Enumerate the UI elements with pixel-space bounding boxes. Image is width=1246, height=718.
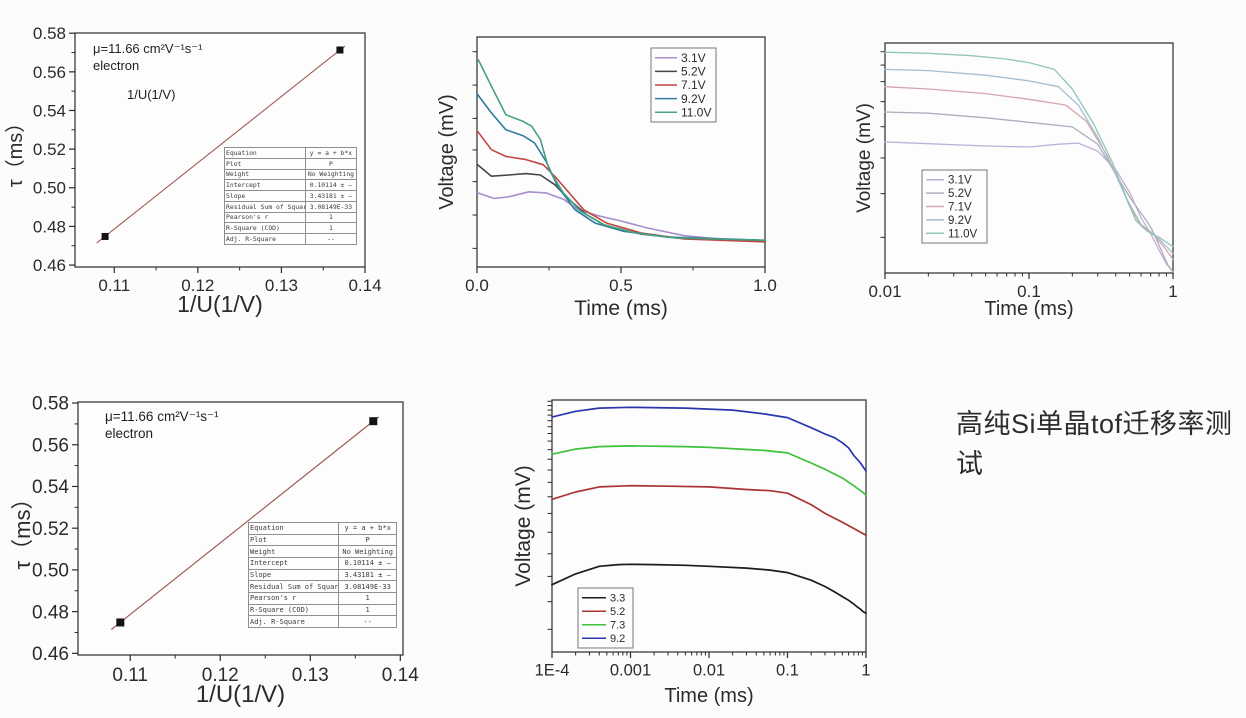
svg-text:0.58: 0.58	[33, 24, 66, 43]
svg-text:0.1: 0.1	[776, 662, 799, 680]
chart-voltage-vs-time-log4: 1E-4 0.001 0.01 0.1 1 Time (ms) Voltage (mV) 3.…	[470, 380, 900, 718]
svg-text:3.1V: 3.1V	[948, 175, 972, 187]
svg-text:0.14: 0.14	[348, 276, 381, 295]
svg-text:1/U(1/V): 1/U(1/V)	[196, 681, 285, 708]
plot-annotation: μ=11.66 cm²V⁻¹s⁻¹	[93, 41, 203, 56]
svg-text:0.56: 0.56	[33, 63, 66, 82]
svg-text:11.0V: 11.0V	[948, 228, 978, 240]
svg-text:0.11: 0.11	[112, 665, 148, 686]
svg-text:1: 1	[1168, 282, 1177, 301]
svg-text:0.01: 0.01	[868, 282, 901, 301]
svg-text:0.48: 0.48	[32, 602, 69, 623]
svg-text:0.52: 0.52	[32, 519, 69, 540]
data-point-marker	[101, 232, 109, 240]
plot-annotation: electron	[93, 58, 139, 73]
chart-mobility-fit-top-left: 0.11 0.12 0.13 0.14 1/U(1/V) 0.46 0.48 0.50 0.52…	[0, 0, 430, 330]
series-5.2	[551, 484, 867, 537]
svg-text:τ（ms）: τ（ms）	[10, 487, 35, 569]
figure-caption: 高纯Si单晶tof迁移率测试	[956, 409, 1233, 479]
svg-text:Time (ms): Time (ms)	[984, 298, 1073, 320]
svg-text:5.2V: 5.2V	[948, 188, 972, 200]
chart-canvas-voltage-vs-time-log: 0.01 0.1 1 Time (ms) Voltage (mV) 3.1V5.2V 7.1…	[855, 42, 1178, 320]
svg-text:0.58: 0.58	[32, 394, 69, 415]
svg-text:7.3: 7.3	[610, 620, 625, 632]
svg-text:0.13: 0.13	[292, 665, 329, 686]
svg-text:τ（ms）: τ（ms）	[4, 113, 27, 188]
svg-text:0.46: 0.46	[33, 256, 66, 275]
svg-text:Time (ms): Time (ms)	[574, 297, 668, 320]
svg-text:7.1V: 7.1V	[948, 202, 972, 214]
svg-text:5.2: 5.2	[610, 606, 625, 618]
svg-text:11.0V: 11.0V	[681, 105, 711, 119]
series-11.0V	[884, 51, 1174, 248]
fit-stats-table: Equation y = a + b*x Plot P Weight No Weighti…	[247, 522, 397, 628]
svg-text:0.12: 0.12	[202, 665, 239, 686]
svg-text:3.3: 3.3	[610, 593, 625, 605]
svg-text:0.52: 0.52	[33, 140, 66, 159]
svg-text:0.1: 0.1	[1017, 282, 1041, 301]
series-3.1V	[476, 191, 766, 242]
chart-voltage-vs-time-log: 0.01 0.1 1 Time (ms) Voltage (mV) 3.1V 5.2V 7.1…	[855, 0, 1246, 330]
series-11.0V	[477, 59, 766, 242]
svg-text:Voltage (mV): Voltage (mV)	[855, 103, 875, 213]
series-3.3	[551, 563, 867, 615]
data-point-marker	[369, 417, 378, 426]
svg-text:Time (ms): Time (ms)	[664, 685, 753, 707]
svg-text:7.1V: 7.1V	[681, 78, 706, 92]
fit-stats-table: Equation y = a + b*x Plot P Weight No Weighti…	[224, 147, 358, 245]
svg-text:0.12: 0.12	[181, 276, 214, 295]
legend: 3.35.2 7.39.2	[577, 587, 634, 649]
svg-text:1: 1	[861, 662, 870, 680]
svg-text:0.01: 0.01	[693, 662, 725, 680]
svg-text:0.50: 0.50	[32, 561, 69, 582]
chart-canvas-voltage-vs-time-linear: 0.0 0.5 1.0 Time (ms) Voltage (mV) 3.1V5.2V7.…	[436, 36, 777, 320]
svg-text:5.2V: 5.2V	[681, 65, 706, 79]
svg-text:Voltage (mV): Voltage (mV)	[512, 465, 535, 586]
svg-text:1.0: 1.0	[753, 276, 777, 295]
chart-mobility-fit-bottom-left: 0.11 0.12 0.13 0.14 1/U(1/V) 0.46 0.48 0.50 0.52…	[0, 370, 450, 718]
svg-text:0.001: 0.001	[610, 662, 651, 680]
svg-text:0.50: 0.50	[33, 179, 66, 198]
plot-annotation: μ=11.66 cm²V⁻¹s⁻¹	[105, 409, 219, 424]
data-point-marker	[336, 46, 344, 54]
series-9.2	[551, 406, 867, 472]
series-7.3	[551, 445, 867, 497]
svg-text:0.48: 0.48	[33, 217, 66, 236]
data-point-marker	[116, 618, 125, 627]
svg-text:0.46: 0.46	[32, 644, 69, 665]
svg-text:9.2: 9.2	[610, 633, 625, 645]
plot-annotation: electron	[105, 426, 153, 441]
svg-text:Voltage (mV): Voltage (mV)	[436, 94, 458, 210]
svg-text:0.5: 0.5	[609, 276, 633, 295]
svg-text:0.54: 0.54	[33, 101, 66, 120]
svg-text:1E-4: 1E-4	[535, 662, 570, 680]
svg-text:0.54: 0.54	[32, 477, 69, 498]
svg-text:0.11: 0.11	[98, 276, 130, 295]
chart-canvas-mobility-fit-top-left: 0.11 0.12 0.13 0.14 1/U(1/V) 0.46 0.48 0.50 0.52…	[4, 24, 382, 317]
svg-text:0.13: 0.13	[265, 276, 298, 295]
chart-canvas-voltage-vs-time-log4: 1E-4 0.001 0.01 0.1 1 Time (ms) Voltage (mV) 3.…	[512, 399, 871, 707]
svg-text:0.56: 0.56	[32, 435, 69, 456]
svg-text:0.0: 0.0	[465, 276, 489, 295]
svg-text:3.1V: 3.1V	[681, 51, 706, 65]
chart-voltage-vs-time-linear: 0.0 0.5 1.0 Time (ms) Voltage (mV) 3.1V 5.2V 7.…	[430, 0, 830, 330]
svg-text:9.2V: 9.2V	[681, 92, 706, 106]
svg-text:1/U(1/V): 1/U(1/V)	[177, 291, 263, 317]
svg-text:9.2V: 9.2V	[948, 215, 972, 227]
plot-annotation: 1/U(1/V)	[127, 87, 175, 102]
svg-text:0.14: 0.14	[382, 665, 419, 686]
series-5.2V	[884, 111, 1174, 273]
